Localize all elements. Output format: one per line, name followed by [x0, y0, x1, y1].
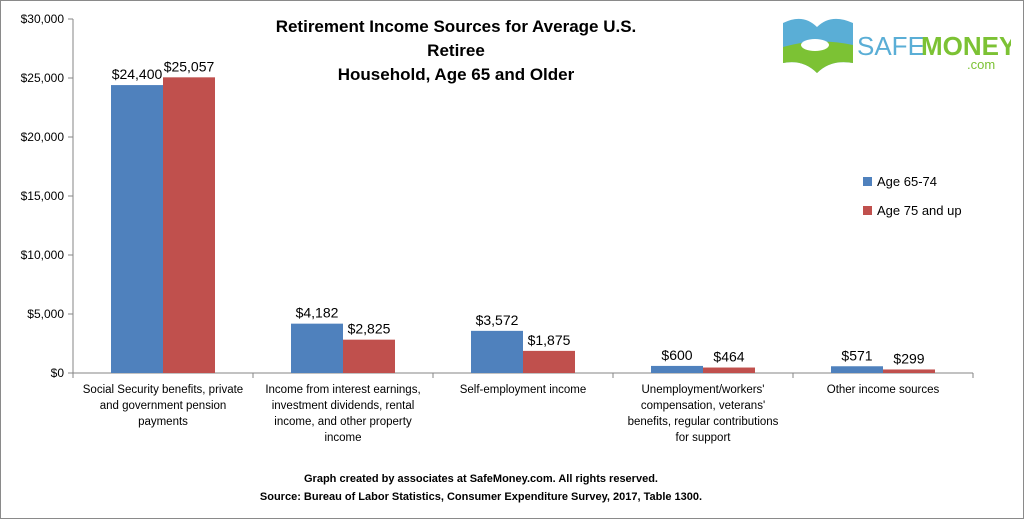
legend-swatch: [863, 206, 872, 215]
y-tick-label: $30,000: [21, 12, 65, 26]
bar-age-65-74: [651, 365, 703, 373]
title-line-2: Household, Age 65 and Older: [337, 65, 575, 84]
footer-source: Source: Bureau of Labor Statistics, Cons…: [259, 491, 703, 503]
y-tick-label: $20,000: [21, 130, 65, 144]
bar-age-75-up: [523, 350, 575, 373]
logo-safe-text: SAFE: [857, 31, 925, 61]
bar-age-75-up: [163, 77, 215, 374]
x-category-label: Other income sources: [827, 384, 940, 396]
logo-book-icon: SAFE MONEY .com: [783, 18, 1011, 73]
legend-label: Age 65-74: [877, 174, 937, 189]
data-label: $3,572: [476, 312, 519, 328]
legend-item-age-65-74: Age 65-74: [863, 174, 937, 189]
x-category-label: payments: [138, 416, 188, 428]
y-tick-label: $15,000: [21, 189, 65, 203]
bar-age-75-up: [883, 369, 935, 373]
x-category-label: income: [324, 432, 361, 444]
title-line-1: Retirement Income Sources for Average U.…: [275, 17, 637, 60]
x-category-label: benefits, regular contributions: [628, 416, 779, 428]
data-label: $2,825: [348, 321, 391, 337]
x-category-label: investment dividends, rental: [272, 400, 415, 412]
y-tick-label: $0: [51, 366, 65, 380]
data-label: $24,400: [112, 66, 163, 82]
x-category-label: Income from interest earnings,: [265, 384, 420, 396]
bar-age-65-74: [471, 330, 523, 373]
x-category-label: income, and other property: [274, 416, 412, 428]
data-label: $1,875: [528, 332, 571, 348]
logo-money-text: MONEY: [921, 31, 1011, 61]
bar-age-65-74: [291, 323, 343, 373]
footer-credit: Graph created by associates at SafeMoney…: [304, 473, 658, 485]
y-tick-label: $25,000: [21, 71, 65, 85]
legend-label: Age 75 and up: [877, 203, 962, 218]
x-category-label: compensation, veterans': [641, 400, 765, 412]
x-category-label: Social Security benefits, private: [83, 384, 243, 396]
x-category-label: for support: [676, 432, 732, 444]
x-category-label: Unemployment/workers': [642, 384, 765, 396]
y-tick-label: $5,000: [27, 307, 64, 321]
data-label: $299: [893, 350, 924, 366]
x-category-label: and government pension: [100, 400, 227, 412]
safemoney-logo: SAFE MONEY .com: [781, 15, 1011, 75]
chart-title: Retirement Income Sources for Average U.…: [256, 15, 656, 87]
data-label: $571: [841, 347, 872, 363]
x-category-label: Self-employment income: [460, 384, 587, 396]
y-tick-label: $10,000: [21, 248, 65, 262]
logo-com-text: .com: [967, 57, 995, 72]
data-label: $4,182: [296, 305, 339, 321]
data-label: $464: [713, 349, 744, 365]
bar-age-75-up: [703, 367, 755, 373]
bar-age-65-74: [831, 366, 883, 373]
data-label: $25,057: [164, 58, 215, 74]
bar-age-75-up: [343, 339, 395, 373]
legend-item-age-75-up: Age 75 and up: [863, 203, 962, 218]
data-label: $600: [661, 347, 692, 363]
bar-age-65-74: [111, 85, 163, 373]
legend-swatch: [863, 177, 872, 186]
